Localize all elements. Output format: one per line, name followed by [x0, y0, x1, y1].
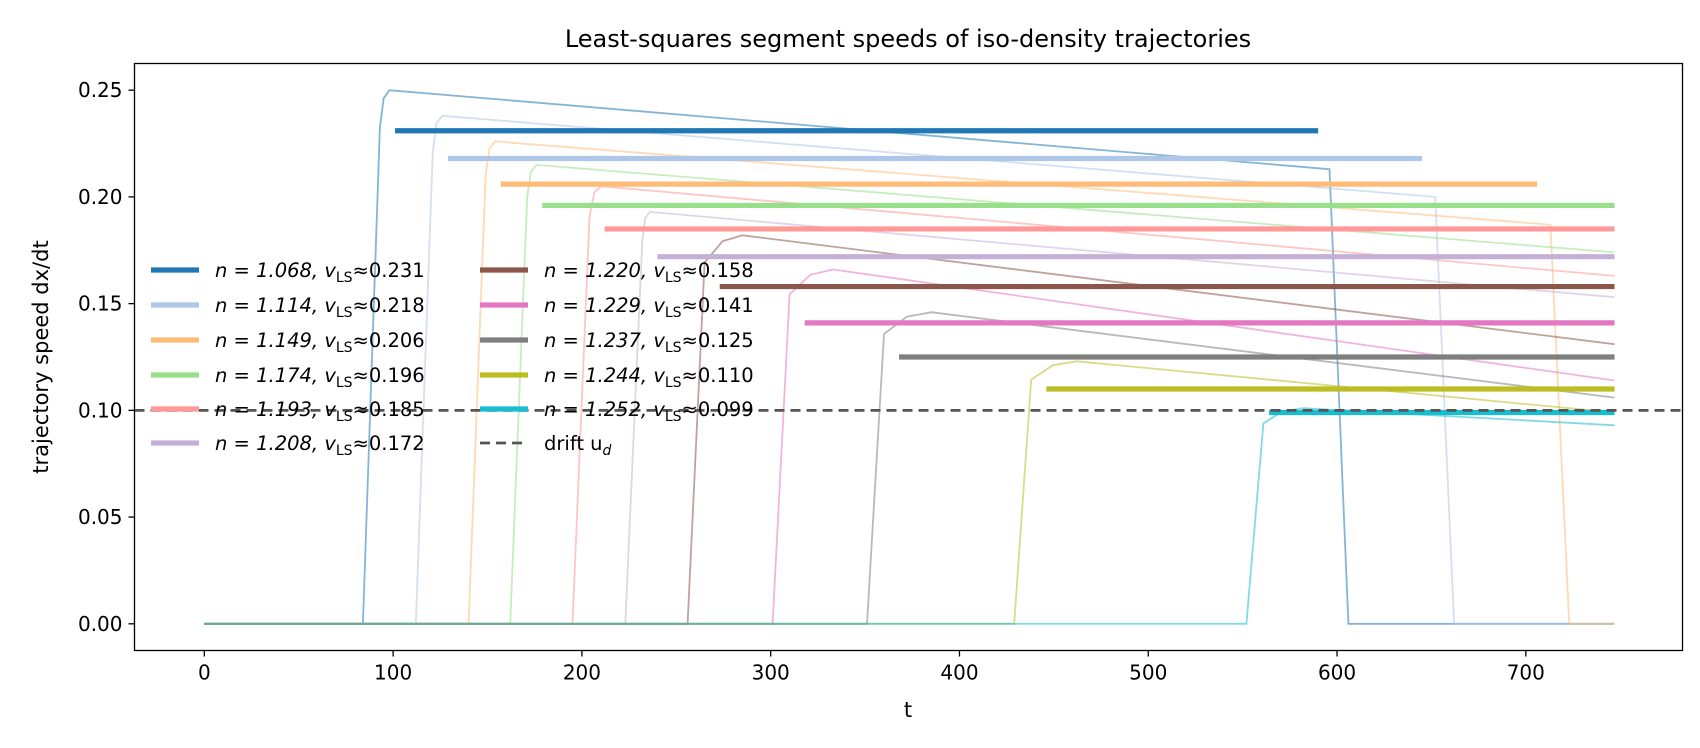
x-tick-label: 700 [1507, 661, 1545, 685]
x-tick-label: 500 [1129, 661, 1167, 685]
trajectory-curve-4 [204, 163, 1615, 625]
trajectory-curve-1 [204, 89, 1615, 625]
y-axis: 0.00 0.05 0.10 0.15 0.20 0.25 [78, 78, 135, 636]
trajectory-curve-3 [204, 140, 1615, 625]
legend-item: n = 1.149, vLS≈0.206 [151, 329, 425, 356]
plot-area [134, 89, 1683, 625]
y-axis-label: trajectory speed dx/dt [29, 240, 53, 473]
legend-label: n = 1.244, vLS≈0.110 [544, 364, 754, 391]
y-tick-label: 0.05 [78, 505, 123, 529]
legend-label: n = 1.220, vLS≈0.158 [544, 259, 754, 286]
legend-label: n = 1.237, vLS≈0.125 [544, 329, 754, 356]
legend-item: n = 1.068, vLS≈0.231 [151, 259, 425, 286]
plot-frame [133, 62, 1684, 652]
x-tick-label: 400 [940, 661, 978, 685]
legend-label: n = 1.229, vLS≈0.141 [544, 294, 754, 321]
legend-item: n = 1.220, vLS≈0.158 [480, 259, 754, 286]
legend-item-drift: drift ud [480, 432, 612, 459]
legend-item: n = 1.114, vLS≈0.218 [151, 294, 425, 321]
x-tick-label: 100 [374, 661, 412, 685]
y-tick-label: 0.15 [78, 292, 123, 316]
legend-item: n = 1.193, vLS≈0.185 [151, 398, 425, 425]
legend: n = 1.068, vLS≈0.231 n = 1.114, vLS≈0.218… [151, 259, 754, 459]
legend-item: n = 1.174, vLS≈0.196 [151, 364, 425, 391]
legend-label: n = 1.174, vLS≈0.196 [215, 364, 425, 391]
legend-label: n = 1.252, vLS≈0.099 [544, 398, 754, 425]
x-tick-label: 600 [1318, 661, 1356, 685]
legend-label: n = 1.149, vLS≈0.206 [215, 329, 425, 356]
legend-item: n = 1.252, vLS≈0.099 [480, 398, 754, 425]
trajectory-curve-2 [204, 114, 1615, 625]
x-axis-label: t [904, 698, 912, 722]
x-tick-label: 200 [563, 661, 601, 685]
y-tick-label: 0.25 [78, 78, 123, 102]
legend-label: n = 1.114, vLS≈0.218 [215, 294, 425, 321]
ls-segments [395, 128, 1615, 416]
legend-item: n = 1.237, vLS≈0.125 [480, 329, 754, 356]
legend-label: n = 1.208, vLS≈0.172 [215, 432, 425, 459]
x-tick-label: 0 [198, 661, 211, 685]
x-tick-label: 300 [752, 661, 790, 685]
y-tick-label: 0.00 [78, 612, 123, 636]
legend-item: n = 1.208, vLS≈0.172 [151, 432, 425, 459]
x-axis: 0 100 200 300 400 500 600 700 [198, 650, 1545, 685]
y-tick-label: 0.10 [78, 398, 123, 422]
legend-label: drift ud [544, 432, 612, 459]
legend-label: n = 1.193, vLS≈0.185 [215, 398, 425, 425]
y-tick-label: 0.20 [78, 185, 123, 209]
legend-label: n = 1.068, vLS≈0.231 [215, 259, 425, 286]
legend-item: n = 1.229, vLS≈0.141 [480, 294, 754, 321]
legend-item: n = 1.244, vLS≈0.110 [480, 364, 754, 391]
chart-title: Least-squares segment speeds of iso-dens… [565, 25, 1251, 53]
